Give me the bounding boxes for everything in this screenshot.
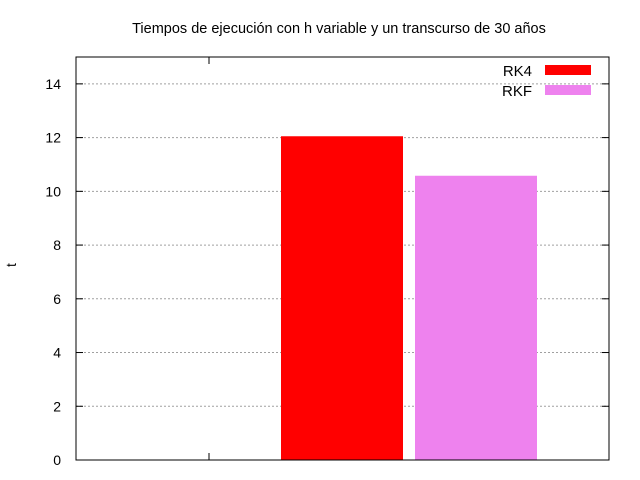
legend-swatch-rk4 [545,65,591,75]
legend-swatch-rkf [545,85,591,95]
y-tick-label: 10 [45,183,61,199]
y-tick-label: 6 [53,291,61,307]
bar-rkf [415,175,537,460]
y-axis-label: t [3,263,19,267]
y-tick-label: 2 [53,398,61,414]
legend: RK4 RKF [502,63,591,100]
y-tick-label: 12 [45,130,61,146]
legend-label-rk4: RK4 [503,63,532,80]
axis-ticks: 0 2 4 6 8 10 12 14 [45,57,609,468]
y-tick-label: 14 [45,76,61,92]
y-tick-label: 4 [53,345,61,361]
bars [281,136,537,461]
y-tick-label: 0 [53,452,61,468]
bar-rk4 [281,136,403,461]
legend-label-rkf: RKF [502,83,532,100]
plot-frame [75,56,610,461]
y-tick-label: 8 [53,237,61,253]
chart-title: Tiempos de ejecución con h variable y un… [132,21,546,37]
